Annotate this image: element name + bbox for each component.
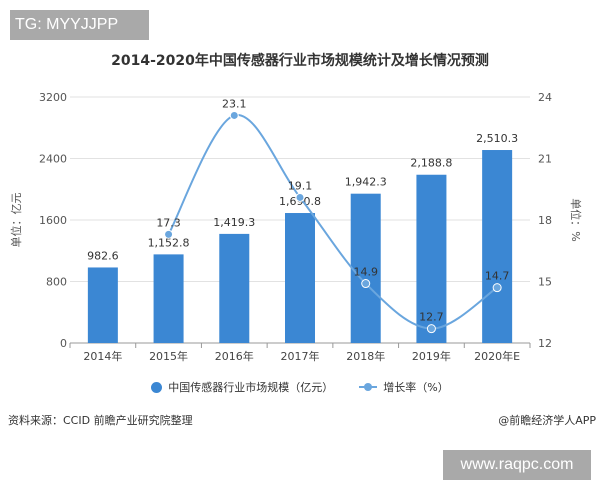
watermark-top: TG: MYYJJPP <box>10 10 149 40</box>
credit: @前瞻经济学人APP <box>498 414 596 427</box>
y-left-tick-label: 3200 <box>39 91 67 104</box>
bar <box>219 233 250 343</box>
chart-title: 2014-2020年中国传感器行业市场规模统计及增长情况预测 <box>111 53 489 69</box>
bar-data-label: 2,510.3 <box>476 132 518 145</box>
y-right-tick-label: 15 <box>538 276 552 289</box>
y-right-tick-label: 12 <box>538 337 552 350</box>
y-left-axis-label: 单位：亿元 <box>9 193 23 248</box>
y-left-tick-label: 0 <box>60 337 67 350</box>
watermark-bottom: www.raqpc.com <box>443 450 591 480</box>
x-tick-label: 2020年E <box>474 349 520 363</box>
bar <box>350 193 381 343</box>
x-tick-label: 2014年 <box>83 349 122 363</box>
x-tick-label: 2016年 <box>215 349 254 363</box>
growth-rate-data-label: 19.1 <box>288 179 313 192</box>
source-note: 资料来源：CCID 前瞻产业研究院整理 <box>8 414 193 427</box>
bar <box>285 213 315 343</box>
bar <box>416 174 447 343</box>
growth-rate-data-label: 23.1 <box>222 97 247 110</box>
growth-rate-data-label: 14.7 <box>485 270 510 283</box>
legend-line-label: 增长率（%） <box>383 381 449 394</box>
growth-rate-point <box>164 229 174 239</box>
y-right-tick-label: 21 <box>538 153 552 166</box>
bar-data-label: 1,152.8 <box>148 236 190 249</box>
legend-bar-label: 中国传感器行业市场规模（亿元） <box>168 381 334 394</box>
x-tick-label: 2015年 <box>149 349 188 363</box>
growth-rate-data-label: 12.7 <box>419 311 444 324</box>
bar <box>153 254 184 343</box>
bar-data-label: 1,419.3 <box>213 216 255 229</box>
legend-line-marker <box>359 383 378 391</box>
bar <box>87 267 118 343</box>
growth-rate-data-label: 14.9 <box>353 266 378 279</box>
y-left-tick-label: 2400 <box>39 153 67 166</box>
bar-data-label: 1,942.3 <box>345 176 387 189</box>
growth-rate-point <box>492 283 502 293</box>
y-left-tick-label: 1600 <box>39 214 67 227</box>
growth-rate-point <box>229 110 239 120</box>
y-right-tick-label: 24 <box>538 91 552 104</box>
y-left-tick-label: 800 <box>46 276 67 289</box>
x-tick-label: 2017年 <box>281 349 320 363</box>
legend-bar-marker <box>151 381 163 393</box>
y-right-tick-label: 18 <box>538 214 552 227</box>
growth-rate-point <box>295 192 305 202</box>
x-tick-label: 2019年 <box>412 349 451 363</box>
bar-data-label: 982.6 <box>87 249 119 262</box>
x-tick-label: 2018年 <box>346 349 385 363</box>
growth-rate-point <box>361 279 371 289</box>
bar <box>482 150 513 343</box>
bar-data-label: 2,188.8 <box>410 157 452 170</box>
legend: 中国传感器行业市场规模（亿元） 增长率（%） <box>0 379 600 395</box>
y-right-axis-label: 单位：% <box>569 198 583 241</box>
growth-rate-point <box>426 324 436 334</box>
growth-rate-data-label: 17.3 <box>156 216 181 229</box>
